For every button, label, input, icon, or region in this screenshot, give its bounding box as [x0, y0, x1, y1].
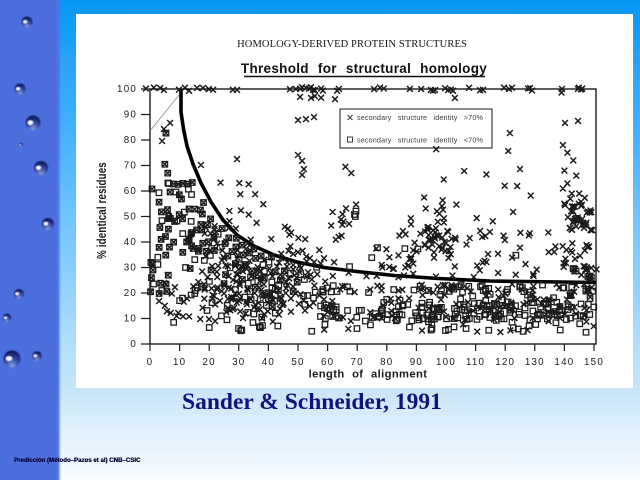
svg-text:10: 10 — [173, 357, 186, 368]
svg-text:90: 90 — [410, 357, 423, 368]
svg-text:0: 0 — [130, 339, 137, 350]
svg-text:140: 140 — [554, 357, 574, 368]
svg-text:30: 30 — [232, 357, 245, 368]
svg-text:30: 30 — [124, 263, 137, 274]
svg-text:50: 50 — [124, 212, 137, 223]
svg-text:40: 40 — [262, 357, 275, 368]
svg-text:0: 0 — [147, 357, 154, 368]
svg-text:50: 50 — [291, 357, 304, 368]
svg-text:80: 80 — [380, 357, 393, 368]
svg-text:100: 100 — [117, 84, 137, 95]
svg-text:% identical residues: % identical residues — [96, 162, 109, 259]
svg-text:80: 80 — [124, 135, 137, 146]
svg-text:secondary structure identity >: secondary structure identity >70% — [357, 113, 483, 122]
svg-text:60: 60 — [124, 186, 137, 197]
svg-text:60: 60 — [321, 357, 334, 368]
svg-text:Threshold for structural homol: Threshold for structural homology — [241, 61, 487, 76]
svg-text:150: 150 — [584, 357, 604, 368]
svg-text:70: 70 — [124, 161, 137, 172]
svg-text:20: 20 — [124, 288, 137, 299]
svg-text:secondary structure identity <: secondary structure identity <70% — [357, 136, 483, 145]
svg-text:length of alignment: length of alignment — [309, 369, 428, 381]
svg-text:110: 110 — [466, 357, 485, 368]
svg-text:10: 10 — [124, 314, 137, 325]
svg-text:70: 70 — [351, 357, 364, 368]
svg-text:90: 90 — [124, 110, 137, 121]
svg-text:HOMOLOGY-DERIVED PROTEIN STRUC: HOMOLOGY-DERIVED PROTEIN STRUCTURES — [237, 39, 467, 50]
svg-text:20: 20 — [203, 357, 216, 368]
svg-text:40: 40 — [124, 237, 137, 248]
svg-text:100: 100 — [436, 357, 456, 368]
svg-text:130: 130 — [525, 357, 545, 368]
svg-text:120: 120 — [495, 357, 515, 368]
